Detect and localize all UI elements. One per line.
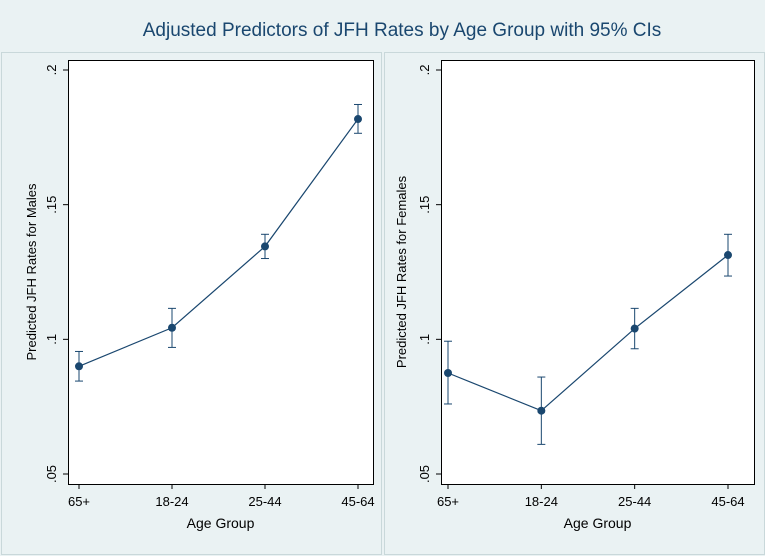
y-tick-label: .15 [417,196,432,214]
plot-area [68,60,374,485]
x-tick-label: 25-44 [248,494,281,509]
x-tick-label: 18-24 [525,494,558,509]
y-tick-label: .1 [44,334,59,345]
x-tick-label: 25-44 [618,494,651,509]
data-point [354,115,362,124]
data-point [261,242,269,251]
series-line [78,118,359,367]
x-axis-title: Age Group [564,515,632,531]
x-tick-label: 45-64 [341,494,374,509]
y-tick-label: .1 [417,334,432,345]
y-tick-label: .2 [44,65,59,76]
chart-panel-2: .05 .1 .15 .2 65+ 18-24 25-44 45-64 Age Group Pre… [384,52,765,555]
x-axis-title: Age Group [187,515,255,531]
x-tick-label: 45-64 [711,494,744,509]
series-line [447,254,729,412]
y-axis-title: Predicted JFH Rates for Males [24,183,39,361]
data-point [75,362,83,371]
chart-title: Adjusted Predictors of JFH Rates by Age … [143,20,662,41]
data-point [724,251,732,260]
y-axis-title: Predicted JFH Rates for Females [394,175,409,368]
data-point [630,324,639,333]
data-point [444,369,452,377]
x-tick-label: 65+ [437,494,459,509]
x-tick-label: 18-24 [155,494,188,509]
chart-panel-1: .05 .1 .15 .2 65+ 18-24 25-44 45-64 Age Group Pre… [1,52,382,555]
y-tick-label: .05 [44,465,59,483]
y-tick-label: .15 [44,196,59,214]
data-point [537,406,546,415]
plot-area [441,60,755,485]
y-tick-label: .05 [417,465,432,483]
y-tick-label: .2 [417,65,432,76]
chart-panels: .05 .1 .15 .2 65+ 18-24 25-44 45-64 Age Group Pre… [1,52,765,555]
x-tick-label: 65+ [68,494,90,509]
data-point [168,323,176,332]
